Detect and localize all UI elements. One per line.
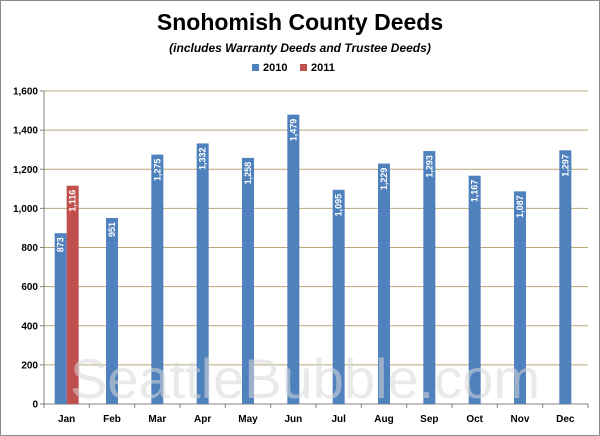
watermark: SeattleBubble.com bbox=[70, 347, 540, 410]
x-tick-label: Feb bbox=[103, 414, 121, 425]
data-labels: 873 1,116 951 1,275 1,332 1,258 1,479 1,095 1,22… bbox=[56, 119, 571, 253]
y-tick-label: 1,600 bbox=[13, 87, 38, 98]
bar-2010 bbox=[196, 143, 209, 405]
x-axis: Jan Feb Mar Apr May Jun Jul Aug Sep Oct Nov Dec bbox=[43, 403, 589, 425]
legend-label: 2011 bbox=[311, 62, 335, 74]
y-tick-label: 600 bbox=[21, 282, 38, 293]
bar-2010 bbox=[468, 175, 481, 404]
bar-2010 bbox=[378, 163, 390, 404]
x-tick-label: Apr bbox=[194, 414, 211, 425]
data-label: 1,087 bbox=[515, 195, 525, 218]
data-label: 1,332 bbox=[198, 147, 208, 170]
bar-2010 bbox=[151, 154, 164, 404]
y-tick-label: 1,000 bbox=[13, 204, 38, 215]
data-label: 1,116 bbox=[68, 190, 78, 212]
y-tick-label: 800 bbox=[21, 243, 38, 254]
x-tick-label: Nov bbox=[511, 414, 530, 425]
data-label: 1,479 bbox=[288, 119, 298, 142]
gridlines bbox=[44, 90, 588, 404]
bars bbox=[54, 114, 572, 405]
legend-label: 2010 bbox=[263, 62, 287, 74]
chart-subtitle: (includes Warranty Deeds and Trustee Dee… bbox=[169, 41, 431, 55]
data-label: 1,293 bbox=[424, 155, 434, 178]
x-tick-label: May bbox=[238, 414, 258, 425]
bar-2010 bbox=[54, 233, 67, 404]
bar-2010 bbox=[287, 114, 300, 404]
y-axis: 0 200 400 600 800 1,000 1,200 1,400 1,600 bbox=[13, 87, 45, 411]
data-label: 873 bbox=[56, 237, 66, 252]
bar-2010 bbox=[423, 151, 436, 404]
legend-swatch bbox=[300, 64, 307, 71]
x-tick-label: Sep bbox=[420, 414, 438, 425]
data-label: 1,167 bbox=[470, 180, 480, 203]
y-tick-label: 1,400 bbox=[13, 126, 38, 137]
chart-title: Snohomish County Deeds bbox=[157, 9, 443, 35]
bar-2010 bbox=[106, 217, 118, 404]
y-tick-label: 200 bbox=[21, 360, 38, 371]
data-label: 1,258 bbox=[243, 162, 253, 185]
y-tick-label: 400 bbox=[21, 321, 38, 332]
bar-2011 bbox=[66, 185, 79, 404]
x-tick-label: Dec bbox=[556, 414, 575, 425]
data-label: 1,297 bbox=[560, 154, 570, 177]
x-tick-label: Jun bbox=[284, 414, 302, 425]
bar-2010 bbox=[242, 157, 254, 404]
y-tick-label: 1,200 bbox=[13, 165, 38, 176]
x-tick-label: Mar bbox=[148, 414, 166, 425]
y-tick-label: 0 bbox=[32, 400, 38, 411]
data-label: 1,229 bbox=[379, 168, 389, 191]
x-tick-label: Jan bbox=[58, 414, 75, 425]
x-tick-label: Aug bbox=[374, 414, 393, 425]
x-tick-label: Jul bbox=[331, 414, 346, 425]
bar-2010 bbox=[559, 150, 572, 404]
data-label: 1,095 bbox=[334, 194, 344, 217]
x-tick-label: Oct bbox=[466, 414, 483, 425]
bar-2010 bbox=[332, 189, 345, 404]
legend: 2010 2011 bbox=[252, 62, 335, 74]
bar-2010 bbox=[514, 191, 526, 404]
legend-swatch bbox=[252, 64, 259, 71]
data-label: 951 bbox=[107, 222, 117, 237]
data-label: 1,275 bbox=[152, 159, 162, 182]
